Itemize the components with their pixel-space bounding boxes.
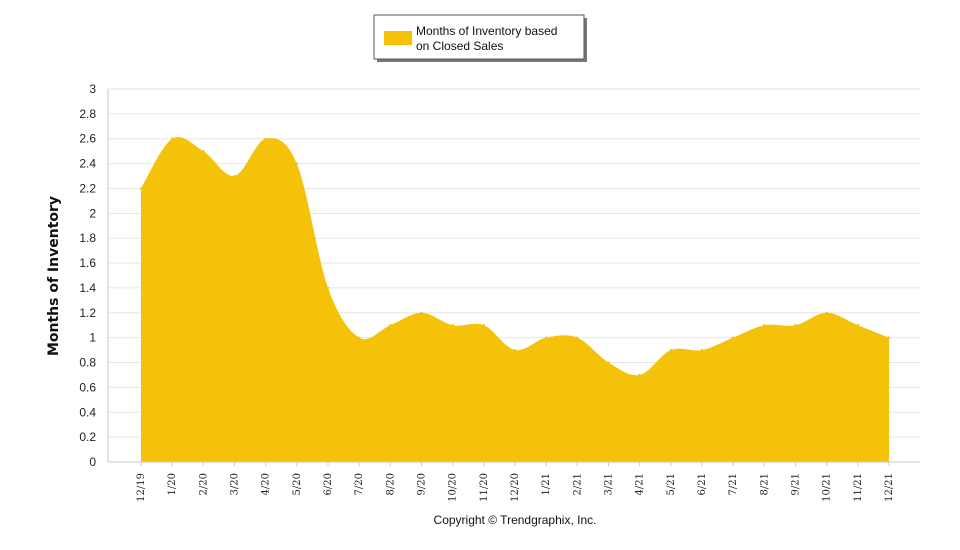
y-tick-label: 0.6 bbox=[79, 380, 96, 394]
data-point bbox=[420, 311, 423, 314]
data-point bbox=[202, 149, 205, 153]
y-tick-label: 1.6 bbox=[79, 256, 96, 270]
y-tick-label: 2.2 bbox=[79, 181, 96, 195]
x-tick-label: 1/21 bbox=[541, 473, 552, 495]
data-point bbox=[825, 311, 828, 314]
x-tick-label: 8/20 bbox=[385, 473, 396, 495]
legend-swatch bbox=[384, 31, 412, 45]
x-tick-label: 10/20 bbox=[448, 473, 459, 502]
data-point bbox=[357, 336, 361, 339]
data-point bbox=[638, 373, 641, 377]
data-point bbox=[451, 324, 454, 327]
data-point bbox=[887, 336, 891, 339]
x-tick-label: 1/20 bbox=[167, 473, 178, 495]
copyright-text: Copyright © Trendgraphix, Inc. bbox=[434, 513, 597, 527]
data-point bbox=[389, 324, 392, 327]
data-point bbox=[544, 336, 548, 339]
data-point bbox=[513, 348, 517, 352]
legend: Months of Inventory based on Closed Sale… bbox=[373, 14, 587, 62]
series-area bbox=[139, 137, 891, 462]
x-tick-label: 11/21 bbox=[853, 473, 864, 502]
x-tick-label: 9/20 bbox=[417, 473, 428, 495]
axes bbox=[107, 89, 920, 463]
x-tick-label: 4/20 bbox=[261, 473, 272, 495]
y-tick-labels: 0 0.2 0.4 0.6 0.8 1 1.2 1.4 1.6 1.8 2 2.2 2.4 2.6 2.8 3 bbox=[79, 82, 96, 469]
y-tick-label: 2.6 bbox=[79, 132, 96, 146]
y-tick-label: 1 bbox=[89, 331, 96, 345]
data-point bbox=[669, 348, 673, 352]
data-point bbox=[264, 137, 267, 140]
data-point bbox=[139, 187, 143, 190]
y-tick-label: 2.4 bbox=[79, 157, 96, 171]
x-tick-label: 6/21 bbox=[697, 473, 708, 495]
x-tick-label: 3/21 bbox=[604, 473, 615, 495]
x-tick-label: 7/20 bbox=[354, 473, 365, 495]
data-point bbox=[170, 137, 174, 140]
y-tick-label: 2 bbox=[89, 206, 96, 220]
x-tick-label: 2/20 bbox=[198, 473, 209, 495]
x-tick-label: 12/21 bbox=[884, 473, 895, 502]
y-axis-label: Months of Inventory bbox=[46, 196, 62, 356]
y-tick-label: 1.2 bbox=[79, 306, 96, 320]
y-tick-label: 0.8 bbox=[79, 356, 96, 370]
data-point bbox=[763, 324, 766, 327]
x-tick-label: 12/19 bbox=[136, 473, 147, 502]
data-point bbox=[295, 162, 299, 165]
data-point bbox=[794, 324, 797, 327]
x-tick-label: 10/21 bbox=[822, 473, 833, 502]
x-tick-label: 7/21 bbox=[728, 473, 739, 495]
x-tick-label: 4/21 bbox=[635, 473, 646, 495]
data-point bbox=[700, 348, 704, 352]
x-tick-label: 2/21 bbox=[572, 473, 583, 495]
legend-label-line-2: on Closed Sales bbox=[416, 39, 503, 53]
x-tick-label: 5/20 bbox=[292, 473, 303, 495]
x-tick-labels: 12/19 1/20 2/20 3/20 4/20 5/20 6/20 7/20 8/20 9/2… bbox=[136, 462, 895, 502]
y-tick-label: 1.8 bbox=[79, 231, 96, 245]
x-tick-label: 5/21 bbox=[666, 473, 677, 495]
x-tick-label: 3/20 bbox=[230, 473, 241, 495]
data-point bbox=[326, 286, 330, 290]
x-tick-label: 8/21 bbox=[759, 473, 770, 495]
x-tick-label: 11/20 bbox=[479, 473, 490, 502]
y-tick-label: 0.4 bbox=[79, 405, 96, 419]
series-area-path bbox=[141, 137, 889, 462]
data-point bbox=[576, 336, 579, 339]
x-tick-label: 6/20 bbox=[323, 473, 334, 495]
y-tick-label: 0 bbox=[89, 455, 96, 469]
legend-label-line-1: Months of Inventory based bbox=[416, 24, 557, 38]
data-point bbox=[856, 324, 860, 327]
data-point bbox=[233, 174, 236, 178]
data-point bbox=[731, 336, 735, 339]
x-tick-label: 12/20 bbox=[510, 473, 521, 502]
y-tick-label: 2.8 bbox=[79, 107, 96, 121]
y-tick-label: 0.2 bbox=[79, 430, 96, 444]
data-point bbox=[607, 361, 610, 364]
y-tick-label: 3 bbox=[89, 82, 96, 96]
data-point bbox=[482, 324, 486, 327]
y-tick-label: 1.4 bbox=[79, 281, 96, 295]
x-tick-label: 9/21 bbox=[791, 473, 802, 495]
